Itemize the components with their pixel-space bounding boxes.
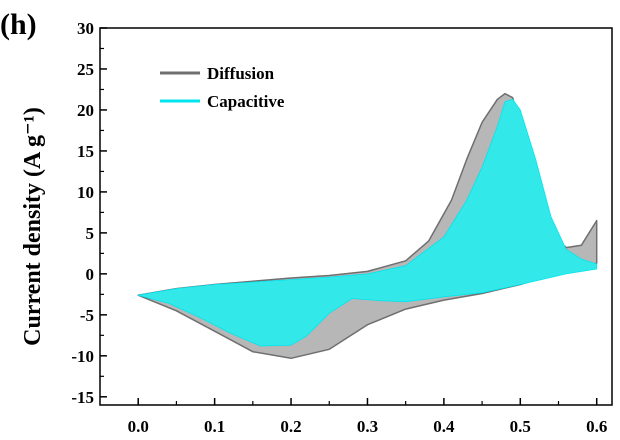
series-capacitive-area — [137, 98, 598, 347]
y-tick-label: 15 — [77, 142, 94, 161]
x-tick-label: 0.6 — [586, 417, 607, 436]
y-tick-label: -5 — [80, 306, 94, 325]
y-tick-label: 5 — [86, 224, 95, 243]
x-axis: 0.0 0.1 0.2 0.3 0.4 0.5 0.6 — [128, 398, 607, 436]
y-axis-label: Current density (A g⁻¹) — [20, 107, 46, 346]
y-tick-label: 20 — [77, 101, 94, 120]
x-tick-label: 0.1 — [204, 417, 225, 436]
x-tick-label: 0.0 — [128, 417, 149, 436]
y-tick-label: -10 — [71, 347, 94, 366]
plot-frame — [99, 27, 613, 406]
y-tick-label: 10 — [77, 183, 94, 202]
y-axis: -15 -10 -5 0 5 10 15 20 25 30 — [71, 19, 107, 407]
y-tick-label: 25 — [77, 60, 94, 79]
y-tick-label: 30 — [77, 19, 94, 38]
panel-label: (h) — [0, 8, 37, 41]
legend-label-diffusion: Diffusion — [207, 64, 275, 83]
x-tick-label: 0.5 — [510, 417, 531, 436]
legend: Diffusion Capacitive — [160, 64, 285, 111]
legend-label-capacitive: Capacitive — [207, 92, 285, 111]
x-tick-label: 0.2 — [280, 417, 301, 436]
y-tick-label: 0 — [86, 265, 95, 284]
x-tick-label: 0.3 — [357, 417, 378, 436]
x-tick-label: 0.4 — [433, 417, 455, 436]
plot-area — [99, 27, 613, 406]
y-tick-label: -15 — [71, 388, 94, 407]
